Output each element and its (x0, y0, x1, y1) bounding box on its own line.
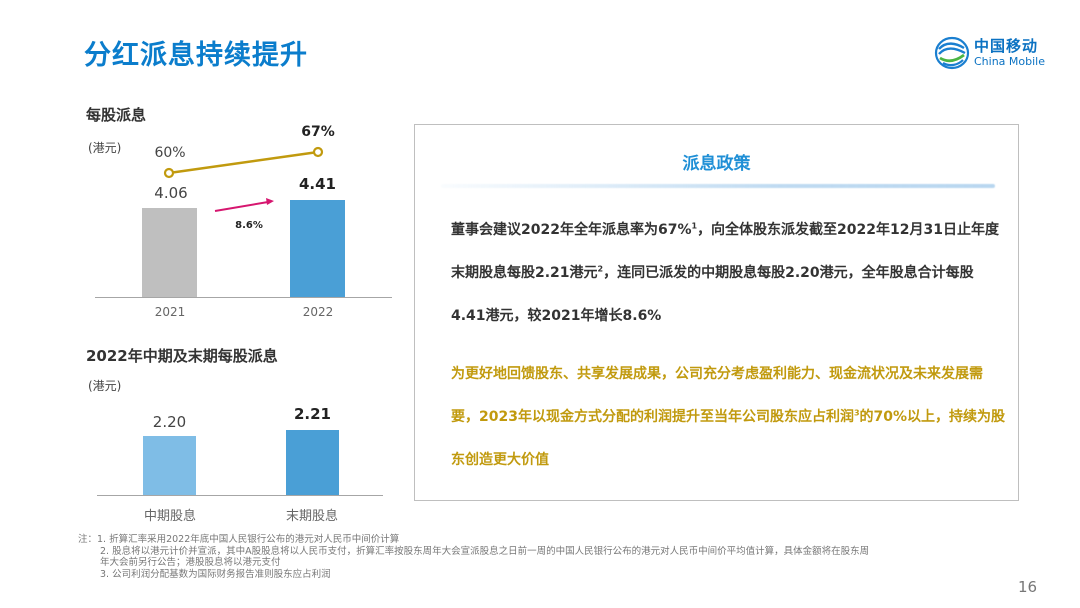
footnote-2-cont: 年大会前另行公告；港股股息将以港元支付 (100, 557, 281, 568)
chart-title: 每股派息 (86, 106, 147, 124)
logo-name-cn: 中国移动 (974, 37, 1039, 55)
payout-ratio-line (163, 146, 324, 212)
bar-value-2022: 4.41 (298, 175, 336, 193)
growth-label: 8.6% (235, 220, 263, 231)
bar-value-2021: 4.06 (154, 184, 188, 202)
text-segment: 董事会建议2022年全年派息率为67% (451, 222, 692, 238)
footnote-ref: 2 (597, 264, 604, 274)
interim-final-dividend-chart: 2022年中期及末期每股派息 (港元) 2.20 2.21 中期股息 末期股息 (0, 330, 410, 530)
bar-value-final: 2.21 (293, 405, 331, 423)
category-interim: 中期股息 (143, 509, 196, 524)
logo-name-en: China Mobile (974, 55, 1046, 68)
x-axis (97, 495, 383, 496)
category-2022: 2022 (302, 305, 334, 319)
dividend-per-share-chart: 每股派息 (港元) 60% 67% 4.06 4.41 8.6% 2021 20… (0, 0, 410, 330)
company-logo: 中国移动 China Mobile (934, 34, 1049, 74)
unit-label: (港元) (88, 141, 122, 155)
policy-title: 派息政策 (682, 154, 751, 174)
page-title: 分红派息持续提升 (84, 40, 308, 71)
text-segment: ，连同已派发的中期股息每股2.20港元，全年股息合计每股4.41港元，较2021… (451, 265, 974, 324)
china-mobile-logo-icon (934, 36, 970, 70)
footnotes: 注：1. 折算汇率采用2022年底中国人民银行公布的港元对人民币中间价计算 2.… (78, 534, 869, 580)
payout-label-2022: 67% (301, 124, 335, 140)
bar-2021 (142, 208, 197, 297)
footnote-1: 注：1. 折算汇率采用2022年底中国人民银行公布的港元对人民币中间价计算 (78, 534, 400, 545)
chart-title: 2022年中期及末期每股派息 (86, 347, 278, 365)
text-segment: 的70%以上，持续为股东创造更大价值 (451, 409, 1006, 468)
policy-paragraph-board-proposal: 董事会建议2022年全年派息率为67%1，向全体股东派发截至2022年12月31… (451, 209, 1006, 338)
footnote-3: 3. 公司利润分配基数为国际财务报告准则股东应占利润 (100, 568, 331, 580)
footnote-2: 2. 股息将以港元计价并宣派，其中A股股息将以人民币支付，折算汇率按股东周年大会… (100, 545, 870, 557)
category-2021: 2021 (154, 305, 186, 319)
text-segment: ，向全体股东派发截至2022年12月31日止年度末期股息每股2.21港元 (451, 222, 999, 281)
page-number: 16 (1018, 578, 1038, 596)
policy-paragraph-2023-target: 为更好地回馈股东、共享发展成果，公司充分考虑盈利能力、现金流状况及未来发展需要，… (451, 353, 1006, 482)
bar-final (286, 430, 339, 495)
bar-value-interim: 2.20 (152, 413, 187, 431)
x-axis (95, 297, 392, 298)
footnote-ref: 1 (691, 221, 698, 231)
category-final: 末期股息 (285, 509, 338, 524)
text-segment: 为更好地回馈股东、共享发展成果，公司充分考虑盈利能力、现金流状况及未来发展需要，… (451, 366, 983, 425)
title-divider (441, 184, 995, 188)
footnote-ref: 3 (853, 408, 860, 418)
payout-label-2021: 60% (154, 145, 186, 161)
dividend-policy-panel: 派息政策 董事会建议2022年全年派息率为67%1，向全体股东派发截至2022年… (414, 124, 1019, 501)
bar-interim (143, 436, 196, 495)
unit-label: (港元) (88, 379, 122, 393)
bar-2022 (290, 200, 345, 297)
